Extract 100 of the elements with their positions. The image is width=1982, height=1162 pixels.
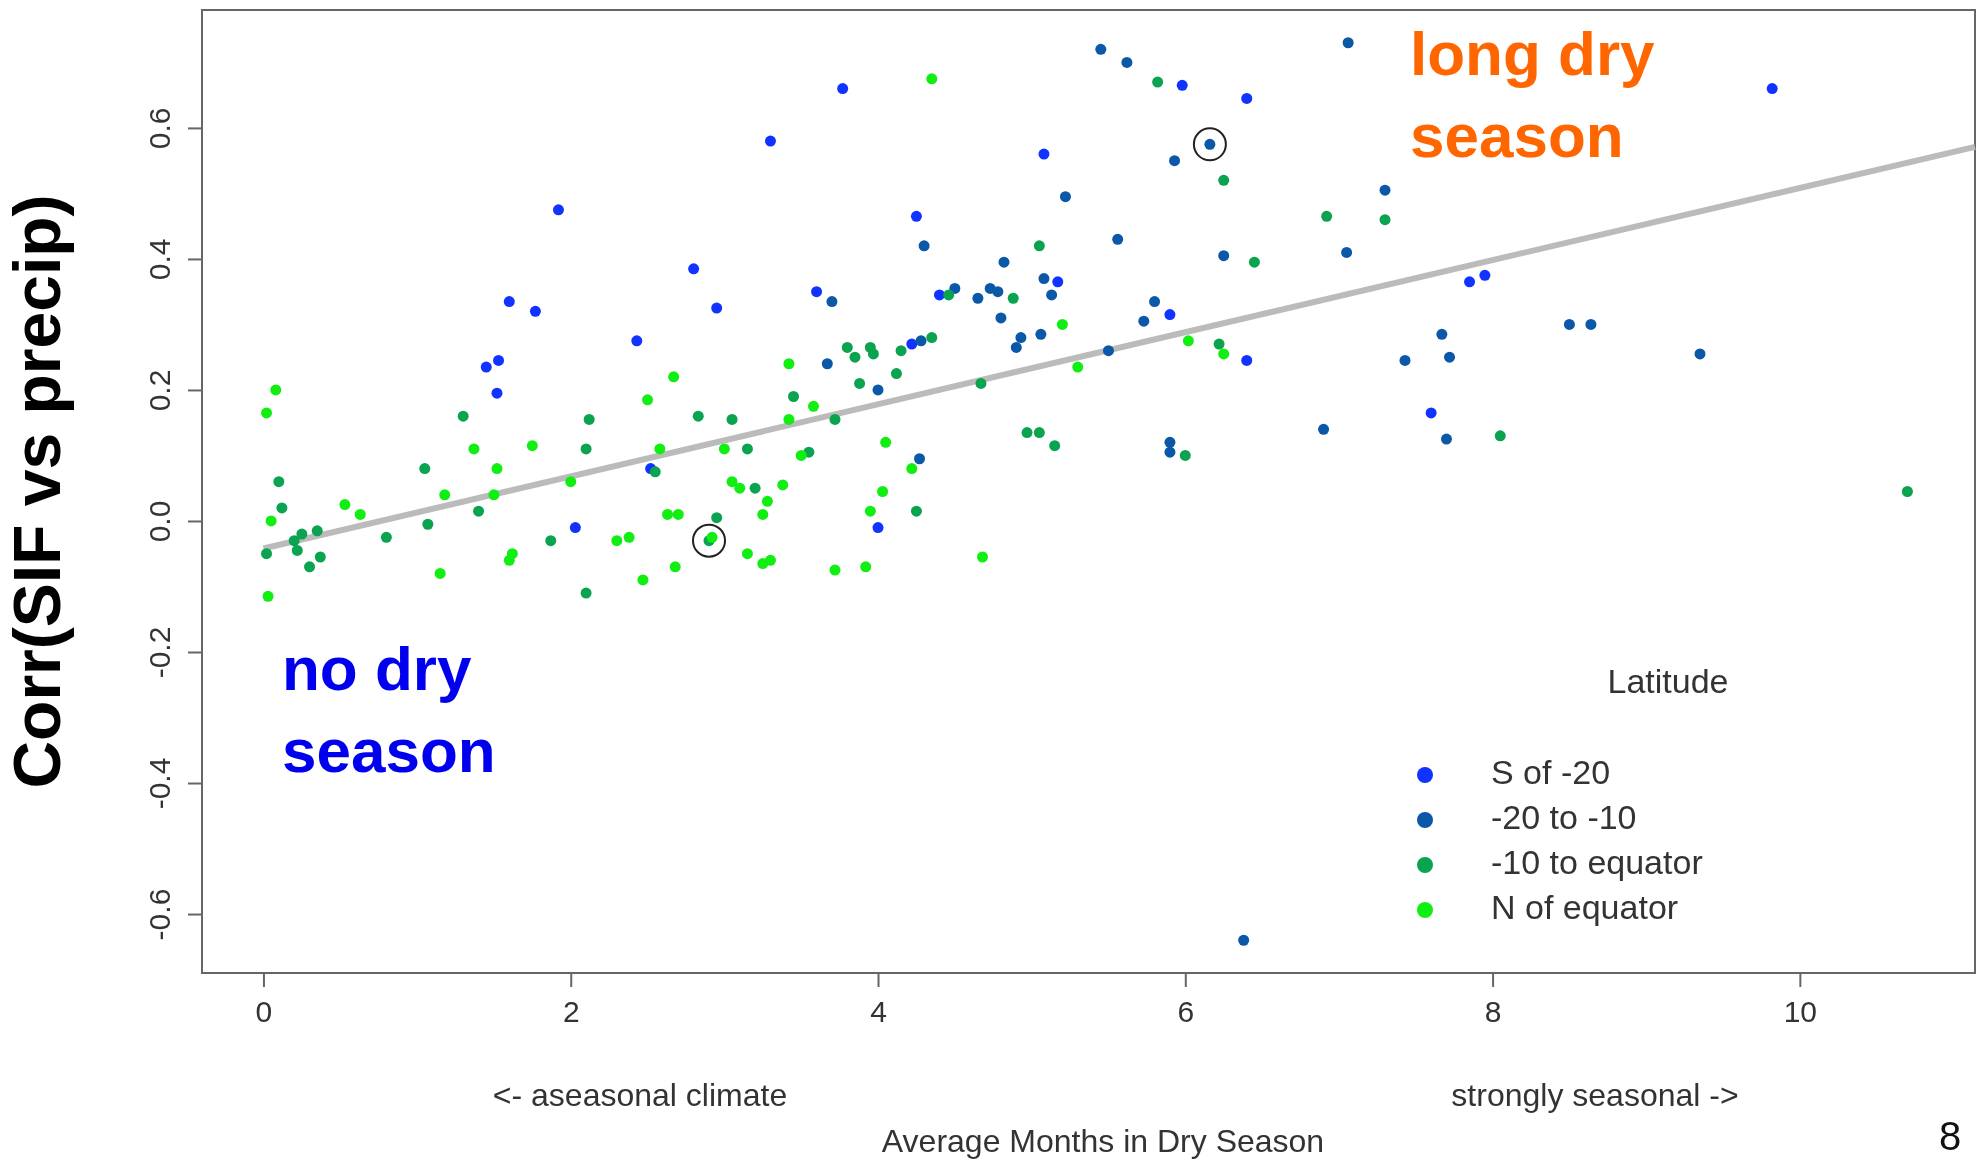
point xyxy=(1248,256,1260,268)
point xyxy=(1095,43,1107,55)
point xyxy=(354,508,366,520)
point xyxy=(877,486,889,497)
legend-label: -20 to -10 xyxy=(1491,797,1637,836)
point xyxy=(1182,335,1194,347)
point xyxy=(1238,934,1250,946)
point xyxy=(419,463,431,475)
point xyxy=(261,407,273,419)
point xyxy=(1425,407,1437,419)
point xyxy=(262,590,274,602)
point xyxy=(854,377,866,389)
point xyxy=(837,83,849,95)
point xyxy=(1901,486,1913,497)
point xyxy=(623,531,635,543)
point xyxy=(339,499,351,511)
point xyxy=(880,436,892,448)
point xyxy=(692,410,704,422)
point xyxy=(1035,328,1047,340)
x-axis-title: Average Months in Dry Season xyxy=(881,1123,1325,1159)
point xyxy=(1164,309,1176,321)
point xyxy=(749,482,761,494)
x-tick-label: 8 xyxy=(1484,995,1502,1029)
point xyxy=(1218,250,1230,262)
point xyxy=(1121,56,1133,68)
point xyxy=(998,256,1010,268)
point xyxy=(910,210,922,222)
point xyxy=(821,358,833,370)
point xyxy=(926,332,938,344)
legend-title: Latitude xyxy=(1607,662,1729,700)
point xyxy=(741,443,753,455)
point xyxy=(906,463,918,475)
point xyxy=(1218,348,1230,360)
legend-label: -10 to equator xyxy=(1491,842,1703,881)
point xyxy=(1241,354,1253,366)
point xyxy=(972,292,984,304)
point xyxy=(914,453,925,465)
point xyxy=(583,413,595,425)
point xyxy=(741,548,753,560)
point xyxy=(711,302,723,314)
point xyxy=(491,463,503,475)
point xyxy=(1164,446,1176,458)
point xyxy=(890,368,902,380)
point xyxy=(918,240,930,252)
point xyxy=(860,561,872,573)
point xyxy=(654,443,666,455)
point xyxy=(895,345,907,357)
point xyxy=(910,505,922,517)
point xyxy=(976,551,988,563)
point xyxy=(668,371,680,383)
point xyxy=(473,505,485,517)
point xyxy=(1021,427,1033,439)
legend-label: N of equator xyxy=(1491,887,1679,926)
point xyxy=(1056,318,1068,330)
point xyxy=(849,351,861,363)
text: <- aseasonal climate xyxy=(492,1077,788,1113)
point xyxy=(457,410,469,422)
point xyxy=(642,394,654,406)
point xyxy=(1464,276,1476,288)
point xyxy=(975,377,987,389)
point xyxy=(788,391,800,402)
point xyxy=(493,354,505,366)
point xyxy=(580,443,592,455)
point xyxy=(1436,328,1448,340)
point xyxy=(1049,440,1061,452)
point xyxy=(1149,296,1161,308)
point xyxy=(943,289,955,301)
point xyxy=(1218,174,1230,186)
point xyxy=(1341,246,1353,258)
point xyxy=(314,551,326,563)
point xyxy=(1007,292,1019,304)
point xyxy=(829,413,841,425)
point xyxy=(296,528,308,540)
point xyxy=(439,489,451,501)
legend-label: S of -20 xyxy=(1491,752,1611,791)
point xyxy=(1033,427,1045,439)
point xyxy=(718,443,730,455)
point xyxy=(491,387,503,399)
y-axis-title: Corr(SIF vs precip) xyxy=(0,194,74,789)
point xyxy=(552,204,564,216)
point xyxy=(545,535,557,547)
point xyxy=(649,466,661,478)
point xyxy=(434,567,446,579)
point xyxy=(1138,315,1150,327)
point xyxy=(711,512,723,524)
point xyxy=(807,400,819,412)
point xyxy=(1112,233,1124,245)
point xyxy=(304,561,316,573)
point xyxy=(992,286,1004,298)
point xyxy=(611,535,623,547)
point xyxy=(1164,436,1176,448)
point xyxy=(506,548,518,560)
point xyxy=(726,413,738,425)
point xyxy=(637,574,649,586)
point xyxy=(1152,76,1164,88)
point xyxy=(1213,338,1225,350)
point xyxy=(276,502,288,514)
point xyxy=(1444,351,1456,363)
x-tick-label: 0 xyxy=(255,995,273,1029)
point xyxy=(915,335,927,347)
